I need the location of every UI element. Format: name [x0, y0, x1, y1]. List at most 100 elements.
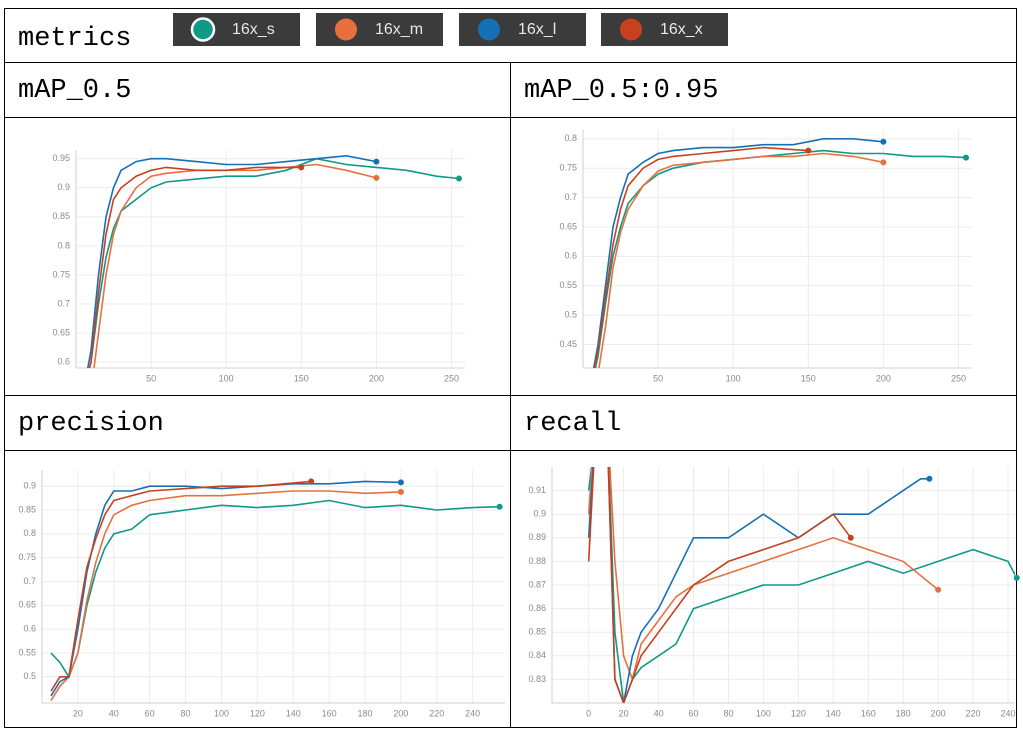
y-tick-label: 0.83	[528, 674, 546, 684]
plot-area	[592, 138, 967, 368]
series-line	[598, 152, 884, 368]
x-tick-label: 140	[286, 708, 301, 718]
series-line	[50, 480, 312, 692]
legend-item: 16x_m	[316, 13, 443, 46]
y-tick-label: 0.65	[18, 600, 36, 610]
y-tick-label: 0.75	[18, 552, 36, 562]
y-tick-label: 0.75	[559, 163, 577, 173]
x-tick-label: 40	[654, 708, 664, 718]
y-tick-label: 0.6	[23, 624, 36, 634]
legend-item: 16x_s	[173, 13, 300, 46]
end-point	[962, 154, 969, 161]
plot-area	[86, 154, 460, 368]
y-tick-label: 0.86	[528, 603, 546, 613]
legend-swatch	[620, 18, 642, 41]
y-tick-label: 0.7	[57, 298, 70, 308]
x-tick-label: 60	[145, 708, 155, 718]
x-tick-label: 60	[689, 708, 699, 718]
panel-title: mAP_0.5	[18, 76, 131, 106]
table-borders	[4, 8, 1017, 728]
legend-swatch	[335, 18, 357, 41]
x-tick-label: 220	[966, 708, 981, 718]
y-tick-label: 0.8	[564, 133, 577, 143]
end-point	[455, 175, 462, 182]
series-line	[50, 490, 401, 702]
y-tick-label: 0.85	[52, 211, 70, 221]
y-tick-label: 0.55	[18, 647, 36, 657]
x-tick-label: 80	[723, 708, 733, 718]
x-tick-label: 100	[726, 373, 741, 383]
y-tick-label: 0.95	[52, 153, 70, 163]
y-tick-label: 0.88	[528, 556, 546, 566]
x-tick-label: 120	[791, 708, 806, 718]
x-tick-label: 200	[876, 373, 891, 383]
x-tick-label: 150	[801, 373, 816, 383]
panel-title: mAP_0.5:0.95	[524, 76, 718, 106]
plot-area	[587, 467, 1015, 703]
y-tick-label: 0.5	[564, 309, 577, 319]
y-tick-label: 0.87	[528, 579, 546, 589]
y-tick-label: 0.75	[52, 269, 70, 279]
y-tick-label: 0.84	[528, 650, 546, 660]
y-tick-label: 0.7	[564, 192, 577, 202]
x-tick-label: 0	[586, 708, 591, 718]
legend-label: 16x_m	[375, 21, 423, 38]
x-tick-label: 200	[393, 708, 408, 718]
y-tick-label: 0.8	[57, 240, 70, 250]
end-point	[373, 174, 380, 181]
x-tick-label: 20	[619, 708, 629, 718]
y-tick-label: 0.9	[57, 182, 70, 192]
y-tick-label: 0.45	[559, 339, 577, 349]
y-tick-label: 0.65	[559, 221, 577, 231]
x-tick-label: 120	[250, 708, 265, 718]
legend-swatch	[478, 18, 500, 41]
legend-item: 16x_l	[459, 13, 586, 46]
series-line	[587, 467, 930, 703]
end-point	[935, 586, 942, 593]
series-line	[50, 499, 500, 679]
y-tick-label: 0.55	[559, 280, 577, 290]
y-tick-label: 0.7	[23, 576, 36, 586]
series-line	[86, 154, 377, 368]
x-tick-label: 40	[109, 708, 119, 718]
x-tick-label: 50	[146, 373, 156, 383]
end-point	[847, 534, 854, 541]
plot-area	[50, 480, 500, 702]
end-point	[805, 147, 812, 154]
legend-label: 16x_l	[518, 21, 556, 38]
x-tick-label: 20	[73, 708, 83, 718]
end-point	[373, 158, 380, 165]
y-tick-label: 0.9	[23, 481, 36, 491]
y-tick-label: 0.8	[23, 528, 36, 538]
x-tick-label: 100	[219, 373, 234, 383]
series-line	[593, 146, 809, 368]
legend-label: 16x_x	[660, 21, 703, 38]
y-tick-label: 0.6	[57, 357, 70, 367]
x-tick-label: 220	[429, 708, 444, 718]
y-tick-label: 0.9	[533, 509, 546, 519]
end-point	[880, 159, 887, 166]
x-tick-label: 250	[444, 373, 459, 383]
series-line	[587, 467, 852, 703]
x-tick-label: 250	[951, 373, 966, 383]
x-tick-label: 240	[465, 708, 480, 718]
x-tick-label: 100	[756, 708, 771, 718]
x-tick-label: 160	[322, 708, 337, 718]
x-tick-label: 180	[358, 708, 373, 718]
end-point	[496, 503, 503, 510]
series-line	[88, 166, 302, 368]
series-line	[587, 467, 1015, 703]
end-point	[397, 479, 404, 486]
series-line	[594, 149, 967, 368]
end-point	[298, 164, 305, 171]
x-tick-label: 150	[294, 373, 309, 383]
end-point	[880, 138, 887, 145]
series-line	[587, 467, 939, 683]
x-tick-label: 240	[1000, 708, 1015, 718]
x-tick-label: 80	[181, 708, 191, 718]
legend-swatch	[190, 17, 216, 42]
y-tick-label: 0.89	[528, 532, 546, 542]
x-tick-label: 100	[214, 708, 229, 718]
panel-title: precision	[18, 409, 164, 439]
